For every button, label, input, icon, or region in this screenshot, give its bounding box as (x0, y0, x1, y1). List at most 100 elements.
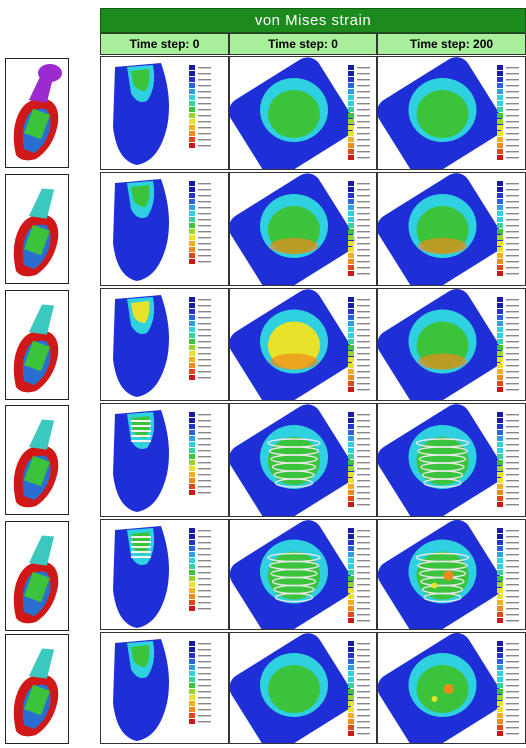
legend-tick-label (357, 480, 370, 482)
legend-tick-label (357, 444, 370, 446)
legend-swatch (189, 418, 195, 423)
legend-tick-label (506, 733, 519, 735)
legend-swatch (497, 701, 503, 706)
legend-tick-label (357, 715, 370, 717)
legend-tick-label (506, 697, 519, 699)
legend-swatch (497, 265, 503, 270)
legend-tick-label (357, 572, 370, 574)
legend-swatch (497, 412, 503, 417)
legend-swatch (497, 321, 503, 326)
legend-swatch (348, 683, 354, 688)
legend-tick-label (357, 450, 370, 452)
legend-tick-label (506, 115, 519, 117)
legend-tick-label (357, 667, 370, 669)
implant-model-image (13, 535, 59, 624)
legend-tick-label (357, 649, 370, 651)
strain-plot-r1-c2 (229, 56, 377, 170)
strain-plot-r3-c2 (229, 288, 377, 401)
legend-swatch (189, 205, 195, 210)
legend-tick-label (357, 359, 370, 361)
legend-tick-label (357, 353, 370, 355)
legend-tick-label (198, 67, 211, 69)
legend-swatch (497, 131, 503, 136)
legend-tick-label (198, 255, 211, 257)
legend-tick-label (506, 438, 519, 440)
implant-body (24, 108, 50, 140)
legend-swatch (497, 229, 503, 234)
legend-swatch (497, 119, 503, 124)
strain-contour-image (113, 526, 211, 628)
legend-swatch (348, 478, 354, 483)
legend-swatch (497, 83, 503, 88)
legend-swatch (497, 582, 503, 587)
legend-swatch (189, 606, 195, 611)
legend-tick-label (198, 590, 211, 592)
legend-tick-label (357, 389, 370, 391)
legend-swatch (348, 297, 354, 302)
legend-tick-label (198, 691, 211, 693)
legend-tick-label (198, 661, 211, 663)
legend-swatch (348, 564, 354, 569)
legend-swatch (497, 77, 503, 82)
legend-swatch (348, 235, 354, 240)
legend-swatch (497, 71, 503, 76)
legend-swatch (497, 502, 503, 507)
legend-tick-label (506, 420, 519, 422)
legend-swatch (189, 424, 195, 429)
legend-tick-label (357, 255, 370, 257)
legend-swatch (497, 95, 503, 100)
legend-tick-label (357, 133, 370, 135)
legend-tick-label (357, 703, 370, 705)
legend-swatch (189, 478, 195, 483)
legend-tick-label (357, 554, 370, 556)
cavity-inner (416, 90, 469, 138)
legend-tick-label (506, 249, 519, 251)
legend-swatch (348, 701, 354, 706)
legend-tick-label (506, 347, 519, 349)
legend-swatch (189, 689, 195, 694)
legend-swatch (189, 95, 195, 100)
legend-swatch (189, 665, 195, 670)
legend-swatch (189, 490, 195, 495)
legend-swatch (189, 564, 195, 569)
legend-swatch (497, 424, 503, 429)
legend-swatch (189, 235, 195, 240)
legend-swatch (348, 125, 354, 130)
legend-swatch (348, 107, 354, 112)
legend-swatch (348, 95, 354, 100)
legend-tick-label (506, 243, 519, 245)
implant-body (24, 684, 50, 716)
legend-swatch (497, 381, 503, 386)
legend-tick-label (506, 685, 519, 687)
legend-tick-label (357, 127, 370, 129)
legend-swatch (497, 65, 503, 70)
cavity-inner (416, 665, 469, 713)
legend-swatch (497, 534, 503, 539)
strain-plot-r6-c1 (100, 632, 229, 744)
legend-tick-label (198, 530, 211, 532)
legend-tick-label (198, 596, 211, 598)
legend-tick-label (357, 267, 370, 269)
legend-swatch (497, 199, 503, 204)
legend-swatch (189, 65, 195, 70)
strain-contour-image (113, 410, 211, 512)
legend-tick-label (198, 73, 211, 75)
legend-tick-label (506, 727, 519, 729)
legend-tick-label (506, 329, 519, 331)
legend-tick-label (357, 219, 370, 221)
legend-swatch (189, 217, 195, 222)
strain-plot-r3-c3 (377, 288, 526, 401)
legend-swatch (348, 381, 354, 386)
legend-tick-label (506, 127, 519, 129)
legend-swatch (189, 223, 195, 228)
thread-ring (423, 478, 462, 488)
legend-swatch (348, 552, 354, 557)
legend-swatch (348, 430, 354, 435)
legend-tick-label (357, 249, 370, 251)
legend-tick-label (357, 438, 370, 440)
legend-swatch (348, 247, 354, 252)
legend-swatch (497, 241, 503, 246)
legend-swatch (348, 357, 354, 362)
legend-swatch (497, 472, 503, 477)
legend-swatch (348, 83, 354, 88)
